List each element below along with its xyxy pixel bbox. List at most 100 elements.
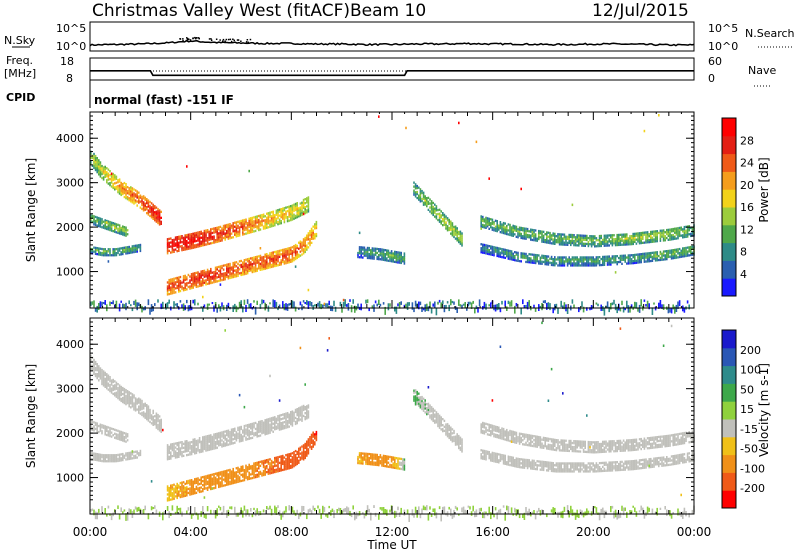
rti-cell [107,174,110,177]
rti-cell [584,234,586,237]
rti-cell [261,260,263,263]
rti-cell [120,457,122,460]
rti-cell [218,269,220,273]
rti-cell [283,209,286,212]
rti-cell [592,260,594,263]
rti-cell [298,253,300,256]
rti-cell [134,456,137,459]
rti-cell [418,194,420,197]
rti-cell [690,232,692,236]
rti-cell [507,251,510,254]
rti-cell [443,213,446,216]
rti-cell [194,236,196,239]
rti-cell [280,208,282,211]
rti-cell [213,445,215,448]
ground-scatter-cell [445,304,447,309]
ground-scatter-cell [174,303,177,306]
rti-cell [675,229,678,232]
rti-cell [493,229,495,232]
rti-cell [637,236,639,239]
rti-cell [203,487,206,490]
rti-cell [224,228,226,231]
rti-cell [496,224,498,227]
rti-cell [182,493,185,496]
rti-cell [434,207,436,210]
rti-cell [99,369,102,372]
noise-cell [458,121,460,125]
nave-tick-top: 60 [708,55,722,68]
rti-cell [480,219,482,222]
rti-cell [523,256,526,259]
ground-scatter-cell [248,303,250,308]
rti-cell [131,189,134,192]
rti-cell [610,242,612,245]
rti-cell [648,256,650,259]
rti-cell [642,254,644,258]
ground-scatter-cell [221,511,223,515]
rti-cell [205,449,207,452]
rti-cell [400,257,402,261]
rti-cell [93,156,95,160]
rti-cell [157,417,159,421]
rti-cell [570,262,572,265]
rti-cell [210,434,212,437]
rti-cell [683,251,686,254]
rti-cell [608,240,610,243]
rti-cell [205,273,207,276]
rti-cell [581,234,583,237]
rti-cell [250,227,252,230]
rti-cell [158,219,161,222]
rti-cell [222,272,225,275]
rti-cell [195,449,198,453]
rti-cell [216,234,218,237]
rti-cell [430,212,433,215]
rti-cell [634,236,636,239]
rti-cell [203,239,206,243]
rti-cell [214,478,217,481]
rti-cell [258,220,260,224]
rti-cell [133,250,135,254]
rti-cell [293,259,295,262]
rti-cell [211,437,214,441]
rti-cell [525,256,527,260]
rti-cell [230,482,233,485]
rti-cell [509,227,511,231]
rti-cell [685,248,687,252]
rti-cell [248,221,250,224]
rti-cell [155,206,158,209]
rti-cell [643,233,646,236]
ground-scatter-cell [206,303,209,310]
rti-cell [302,204,305,208]
rti-cell [669,236,671,239]
rti-cell [691,251,694,254]
rti-cell [552,240,554,243]
rti-cell [658,254,660,258]
rti-cell [173,448,175,451]
rti-cell [142,415,145,418]
rti-cell [368,246,370,250]
rti-cell [598,242,601,246]
rti-cell [232,273,234,277]
rti-cell [197,277,199,280]
rti-cell [578,240,580,243]
rti-cell [213,277,215,280]
rti-cell [640,231,642,235]
ground-scatter-cell [182,303,185,311]
rti-cell [488,249,490,252]
rti-cell [589,258,591,261]
rti-cell [98,163,100,166]
rti-cell [126,435,129,438]
rti-cell [160,422,162,425]
rti-cell [226,235,228,239]
rti-cell [667,255,670,259]
rti-cell [174,495,177,498]
ground-scatter-cell [653,302,655,305]
rti-cell [157,413,159,417]
rti-cell [302,202,305,206]
rti-cell [533,253,535,256]
rti-cell [118,184,121,187]
rti-cell [154,415,156,418]
rti-cell [158,421,161,424]
rti-cell [173,285,175,288]
rti-cell [130,188,132,191]
